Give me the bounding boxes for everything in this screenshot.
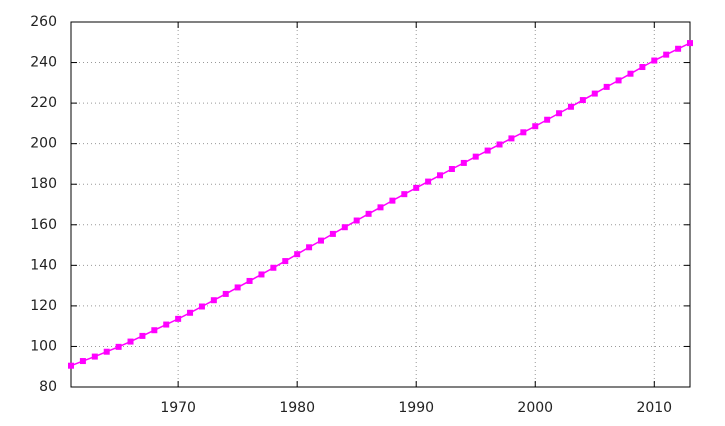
plot-frame (70, 21, 691, 388)
y-tick-label: 160 (30, 217, 57, 233)
y-tick-label: 200 (30, 136, 57, 152)
data-point (627, 70, 634, 77)
data-point (484, 147, 491, 154)
data-point (425, 178, 432, 185)
data-point (329, 230, 336, 237)
data-point (163, 321, 170, 328)
data-point (651, 57, 658, 64)
data-point (198, 303, 205, 310)
data-point (472, 153, 479, 160)
data-point (401, 191, 408, 198)
y-tick-label: 260 (30, 14, 57, 30)
data-point (591, 90, 598, 97)
x-tick-label: 1980 (279, 400, 315, 416)
data-point (68, 362, 74, 369)
data-point (79, 358, 86, 365)
data-point (270, 264, 277, 271)
data-point (413, 184, 420, 191)
data-point (377, 204, 384, 211)
data-point (282, 258, 289, 265)
data-point (187, 309, 194, 316)
data-point (496, 141, 503, 148)
data-point (520, 129, 527, 136)
data-point (175, 315, 182, 322)
data-point (365, 210, 372, 217)
data-point (294, 251, 301, 258)
data-point (234, 284, 241, 291)
data-point (341, 224, 348, 231)
data-point (210, 297, 217, 304)
data-point (615, 77, 622, 84)
data-point (317, 237, 324, 244)
data-point (603, 83, 610, 90)
x-tick-label: 2000 (517, 400, 553, 416)
x-tick-label: 1990 (398, 400, 434, 416)
data-point (437, 172, 444, 179)
y-tick-label: 100 (30, 338, 57, 354)
data-point (687, 40, 693, 47)
x-tick-label: 1970 (160, 400, 196, 416)
data-point (103, 348, 110, 355)
x-tick-label: 2010 (636, 400, 672, 416)
data-point (579, 97, 586, 104)
data-point (115, 343, 122, 350)
data-point (91, 353, 98, 360)
data-point (556, 110, 563, 117)
data-point (532, 123, 539, 130)
y-tick-label: 180 (30, 176, 57, 192)
y-tick-label: 140 (30, 257, 57, 273)
data-point (448, 166, 455, 173)
y-tick-label: 120 (30, 298, 57, 314)
data-point (639, 64, 646, 71)
data-point (508, 135, 515, 142)
data-point (544, 116, 551, 123)
data-point (246, 277, 253, 284)
data-point (139, 332, 146, 339)
y-tick-label: 240 (30, 55, 57, 71)
data-point (306, 244, 313, 251)
data-point (353, 217, 360, 224)
data-point (127, 338, 134, 345)
data-point (675, 45, 682, 52)
data-point (222, 290, 229, 297)
data-point (389, 197, 396, 204)
data-point (567, 103, 574, 110)
data-point (151, 327, 158, 334)
data-point (258, 271, 265, 278)
y-tick-label: 80 (39, 379, 57, 395)
data-point (663, 51, 670, 58)
data-point (460, 159, 467, 166)
y-tick-label: 220 (30, 95, 57, 111)
